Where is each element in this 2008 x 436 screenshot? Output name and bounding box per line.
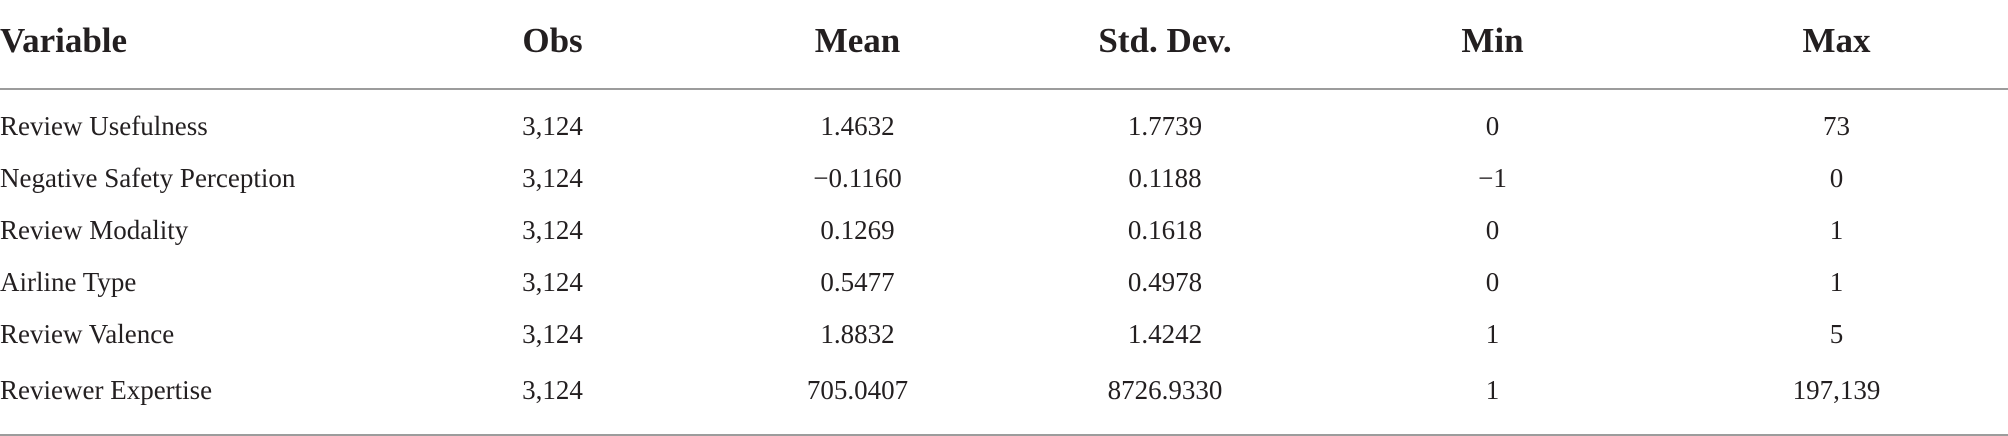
cell-variable: Reviewer Expertise bbox=[0, 360, 400, 436]
header-variable: Variable bbox=[0, 0, 400, 90]
table-row: Review Modality 3,124 0.1269 0.1618 0 1 bbox=[0, 204, 2008, 256]
cell-max: 1 bbox=[1829, 214, 1844, 245]
cell-variable: Review Valence bbox=[0, 318, 175, 349]
cell-mean: 0.5477 bbox=[820, 266, 895, 297]
cell-mean: −0.1160 bbox=[813, 162, 902, 193]
table-row: Review Usefulness 3,124 1.4632 1.7739 0 … bbox=[0, 89, 2008, 152]
cell-variable: Review Usefulness bbox=[0, 110, 208, 141]
header-min: Min bbox=[1320, 0, 1665, 90]
table-row: Negative Safety Perception 3,124 −0.1160… bbox=[0, 152, 2008, 204]
cell-obs: 3,124 bbox=[522, 266, 583, 297]
cell-max: 197,139 bbox=[1665, 360, 2008, 436]
cell-variable: Negative Safety Perception bbox=[0, 162, 296, 193]
cell-min: 0 bbox=[1485, 214, 1500, 245]
cell-max: 73 bbox=[1823, 110, 1850, 141]
table-header: Variable Obs Mean Std. Dev. Min Max bbox=[0, 0, 2008, 90]
cell-variable: Airline Type bbox=[0, 266, 137, 297]
cell-min: 1 bbox=[1320, 360, 1665, 436]
cell-std-dev: 0.1188 bbox=[1128, 162, 1202, 193]
cell-obs: 3,124 bbox=[522, 214, 583, 245]
cell-mean: 0.1269 bbox=[820, 214, 895, 245]
cell-std-dev: 0.4978 bbox=[1127, 266, 1203, 297]
cell-min: 0 bbox=[1485, 266, 1500, 297]
cell-std-dev: 0.1618 bbox=[1127, 214, 1203, 245]
table-body: Review Usefulness 3,124 1.4632 1.7739 0 … bbox=[0, 89, 2008, 436]
table-row: Review Valence 3,124 1.8832 1.4242 1 5 bbox=[0, 308, 2008, 360]
cell-std-dev: 1.4242 bbox=[1127, 318, 1203, 349]
header-row: Variable Obs Mean Std. Dev. Min Max bbox=[0, 0, 2008, 90]
cell-max: 5 bbox=[1829, 318, 1844, 349]
cell-mean: 1.4632 bbox=[820, 110, 895, 141]
cell-min: 1 bbox=[1485, 318, 1500, 349]
table-row: Reviewer Expertise 3,124 705.0407 8726.9… bbox=[0, 360, 2008, 436]
cell-mean: 705.0407 bbox=[705, 360, 1010, 436]
cell-std-dev: 1.7739 bbox=[1127, 110, 1203, 141]
cell-obs: 3,124 bbox=[522, 110, 583, 141]
header-obs: Obs bbox=[400, 0, 705, 90]
cell-obs: 3,124 bbox=[400, 360, 705, 436]
cell-mean: 1.8832 bbox=[820, 318, 895, 349]
cell-max: 0 bbox=[1829, 162, 1844, 193]
cell-obs: 3,124 bbox=[522, 318, 583, 349]
table-row: Airline Type 3,124 0.5477 0.4978 0 1 bbox=[0, 256, 2008, 308]
header-max: Max bbox=[1665, 0, 2008, 90]
cell-variable: Review Modality bbox=[0, 214, 189, 245]
cell-min: −1 bbox=[1478, 162, 1507, 193]
header-mean: Mean bbox=[705, 0, 1010, 90]
header-std-dev: Std. Dev. bbox=[1010, 0, 1320, 90]
cell-max: 1 bbox=[1829, 266, 1844, 297]
cell-obs: 3,124 bbox=[522, 162, 583, 193]
cell-min: 0 bbox=[1485, 110, 1500, 141]
cell-std-dev: 8726.9330 bbox=[1010, 360, 1320, 436]
